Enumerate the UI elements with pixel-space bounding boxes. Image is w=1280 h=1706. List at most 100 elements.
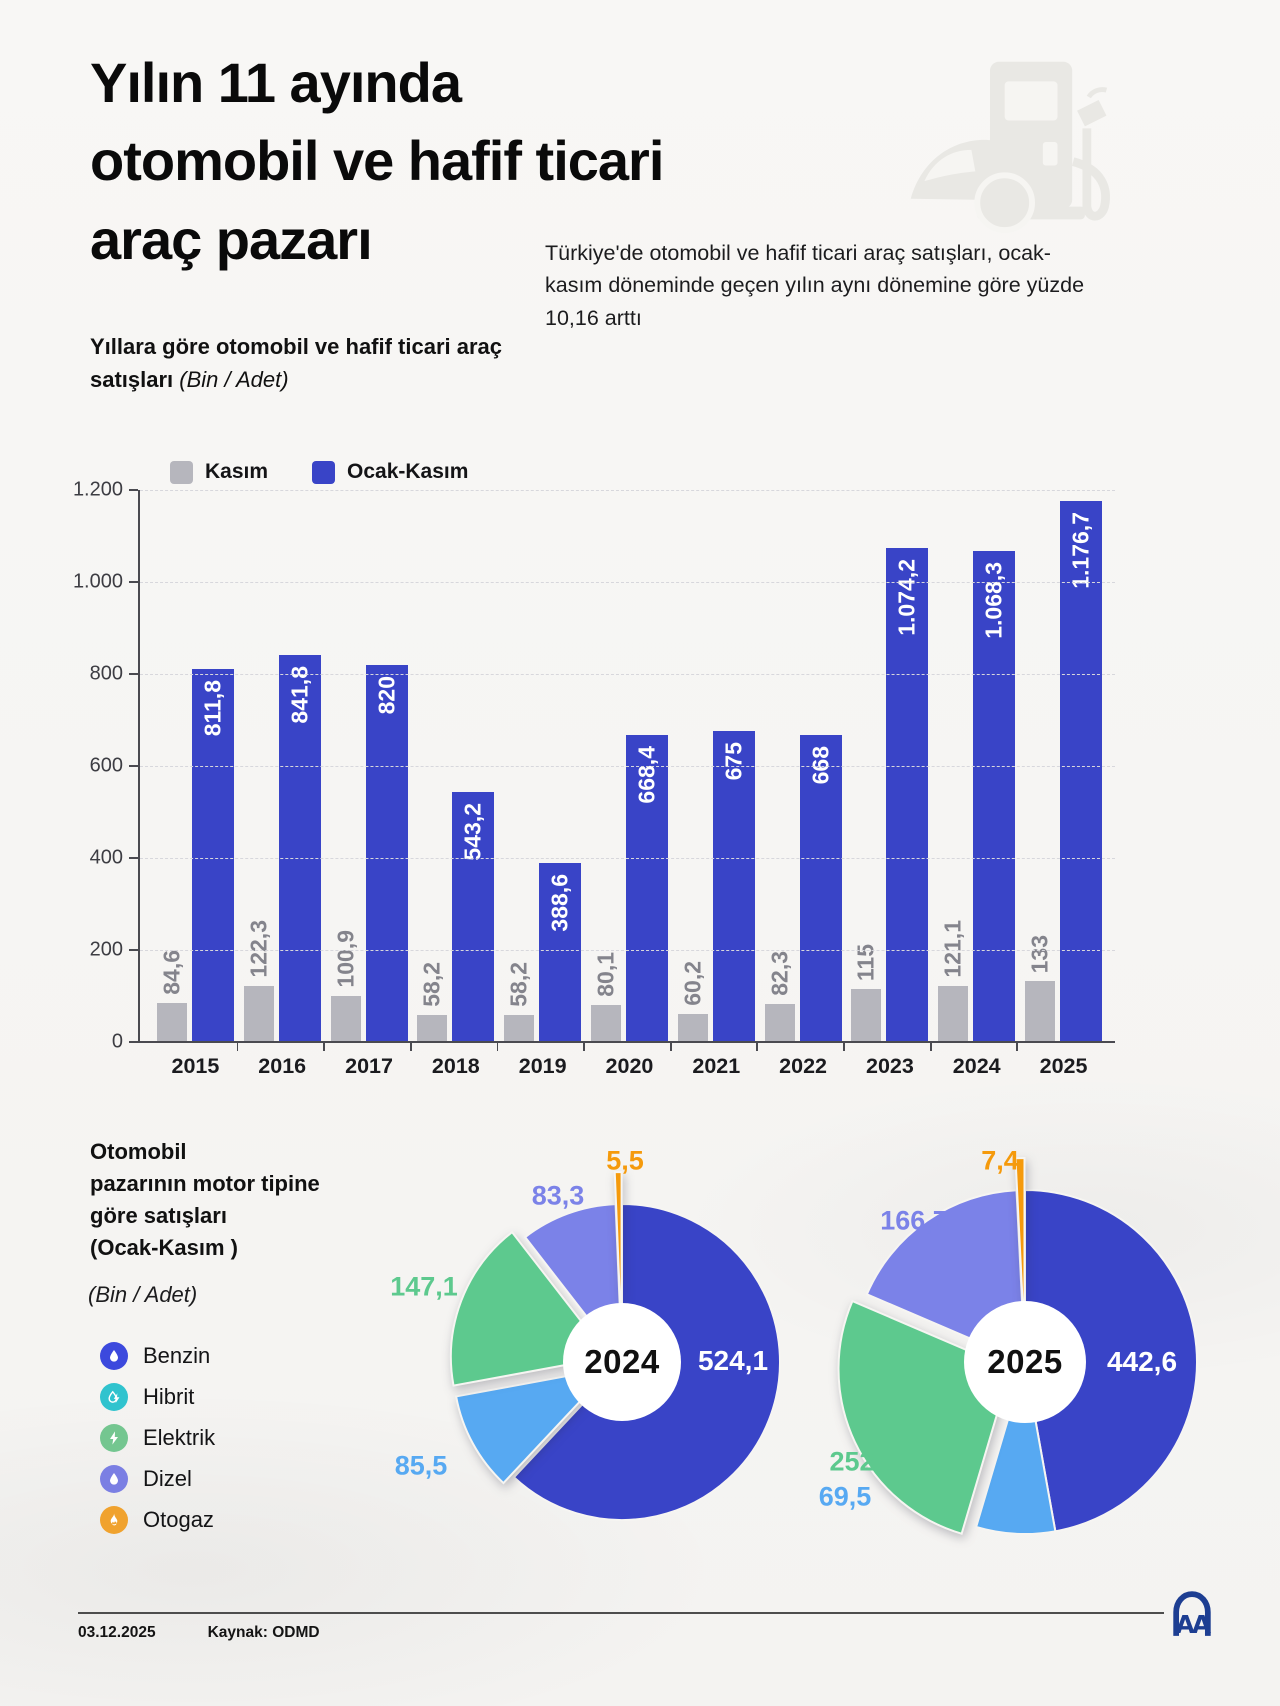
pie-section-title: Otomobil pazarının motor tipine göre sat… [90, 1139, 320, 1260]
x-tick [929, 1042, 932, 1051]
y-tick [129, 949, 138, 951]
bar-chart-title-text: Yıllara göre otomobil ve hafif ticari ar… [90, 334, 503, 392]
y-axis-label: 0 [111, 1030, 123, 1053]
y-axis-label: 1.000 [72, 570, 123, 593]
kasim-bar-2018: 58,2 [417, 962, 448, 1042]
slice-value-hibrit-2025: 252 [829, 1446, 875, 1477]
bar-group-2022: 82,3 668 [760, 490, 847, 1042]
ocak-kasim-bar-2016: 841,8 [278, 655, 321, 1042]
y-tick [129, 673, 138, 675]
fuel-type-legend: Benzin Hibrit Elektrik Dizel Otogaz [100, 1342, 215, 1534]
kasim-bar-2015: 84,6 [156, 950, 187, 1042]
bar-group-2016: 122,3 841,8 [239, 490, 326, 1042]
slice-value-benzin-2025: 442,6 [1106, 1346, 1178, 1377]
pie-slice-otogaz-2024 [613, 1170, 623, 1341]
y-tick [129, 581, 138, 583]
gridline [140, 766, 1115, 767]
legend-item-ocak-kasim: Ocak-Kasım [312, 460, 468, 484]
year-label-2017: 2017 [345, 1054, 393, 1078]
legend-label: Kasım [205, 460, 269, 483]
x-tick [496, 1042, 499, 1051]
hybrid-drop-bolt-icon [100, 1383, 128, 1411]
kasim-swatch [170, 460, 193, 484]
legend-item-kasim: Kasım [170, 460, 268, 484]
legend-item-benzin: Benzin [100, 1342, 215, 1370]
kasim-bar-2020: 80,1 [590, 952, 621, 1042]
y-axis-label: 800 [89, 662, 123, 685]
year-label-2022: 2022 [779, 1054, 828, 1078]
x-tick [583, 1042, 585, 1051]
legend-item-hibrit: Hibrit [100, 1383, 215, 1411]
year-label-2019: 2019 [518, 1054, 567, 1078]
gridline [140, 858, 1115, 859]
page-title-line: araç pazarı [90, 207, 373, 271]
slice-value-benzin-2024: 524,1 [697, 1345, 769, 1376]
subtitle-text: Türkiye'de otomobil ve hafif ticari araç… [545, 241, 1085, 330]
bar-group-2020: 80,1 668,4 [586, 490, 673, 1042]
x-tick [756, 1042, 759, 1051]
bar-group-2025: 133 1.176,7 [1020, 490, 1107, 1042]
year-label-2025: 2025 [1039, 1054, 1088, 1078]
x-tick [236, 1042, 239, 1051]
aa-agency-logo: AA [1170, 1589, 1214, 1642]
year-label-2016: 2016 [258, 1054, 307, 1078]
bar-chart-plot: 84,6 811,8 122,3 841,8 100,9 820 58,2 543,2 58,2… [73, 479, 1115, 1053]
footer-text: 03.12.2025 Kaynak: ODMD [78, 1624, 320, 1642]
donut-2024-center-label: 2024 [584, 1343, 660, 1380]
bar-group-2018: 58,2 543,2 [412, 490, 499, 1042]
year-label-2015: 2015 [171, 1054, 220, 1078]
x-tick [1016, 1042, 1019, 1051]
y-tick [129, 857, 138, 859]
year-label-2023: 2023 [865, 1054, 914, 1078]
kasim-bar-2024: 121,1 [938, 920, 969, 1042]
pie-slice-dizel-2025 [974, 1361, 1057, 1536]
ocak-kasim-bar-2022: 668 [799, 735, 842, 1042]
pie-slice-dizel-2024 [454, 1366, 615, 1485]
ocak-kasim-bar-2024: 1.068,3 [973, 551, 1016, 1042]
kasim-bar-2025: 133 [1025, 935, 1056, 1042]
page-title-line: otomobil ve hafif ticari [90, 129, 664, 193]
ocak-kasim-swatch [312, 460, 336, 484]
gridline [140, 950, 1115, 951]
flame-icon [100, 1506, 128, 1534]
kasim-bar-2021: 60,2 [677, 961, 708, 1042]
ocak-kasim-bar-2025: 1.176,7 [1060, 501, 1103, 1042]
footer-divider [78, 1612, 1164, 1614]
footer-date: 03.12.2025 [78, 1624, 156, 1641]
year-label-2018: 2018 [431, 1054, 480, 1078]
drop-icon [100, 1465, 128, 1493]
bar-chart-title: Yıllara göre otomobil ve hafif ticari ar… [90, 330, 510, 396]
y-tick [129, 1041, 138, 1043]
gridline [140, 582, 1115, 583]
ocak-kasim-bar-2023: 1.074,2 [886, 548, 929, 1042]
x-axis-line [138, 1040, 1115, 1043]
svg-text:AA: AA [1176, 1610, 1211, 1637]
slice-value-elektrik-2025: 166,7 [880, 1205, 948, 1236]
kasim-bar-2019: 58,2 [504, 962, 535, 1042]
slice-value-dizel-2024: 85,5 [394, 1450, 448, 1481]
legend-item-dizel: Dizel [100, 1465, 215, 1493]
page-title: Yılın 11 ayında otomobil ve hafif ticari… [90, 44, 910, 279]
x-tick [409, 1042, 412, 1051]
donut-hole [563, 1303, 681, 1421]
slice-value-otogaz-2024: 5,5 [606, 1145, 644, 1176]
ocak-kasim-bar-2018: 543,2 [452, 792, 495, 1042]
donut-hole [964, 1301, 1086, 1423]
x-tick [843, 1042, 845, 1051]
bolt-icon [100, 1424, 128, 1452]
bar-chart-unit: (Bin / Adet) [179, 367, 289, 392]
drop-icon [100, 1342, 128, 1370]
bar-group-2023: 115 1.074,2 [847, 490, 934, 1042]
kasim-bar-2022: 82,3 [764, 951, 795, 1042]
bar-group-2015: 84,6 811,8 [152, 490, 239, 1042]
ocak-kasim-bar-2017: 820 [365, 665, 408, 1042]
y-axis-label: 200 [89, 938, 123, 961]
bars-area: 84,6 811,8 122,3 841,8 100,9 820 58,2 543,2 58,2… [140, 490, 1115, 1042]
ocak-kasim-bar-2021: 675 [712, 731, 755, 1042]
y-axis-label: 600 [89, 754, 123, 777]
x-tick [323, 1042, 326, 1051]
bar-group-2021: 60,2 675 [673, 490, 760, 1042]
page-title-line: Yılın 11 ayında [90, 51, 462, 114]
